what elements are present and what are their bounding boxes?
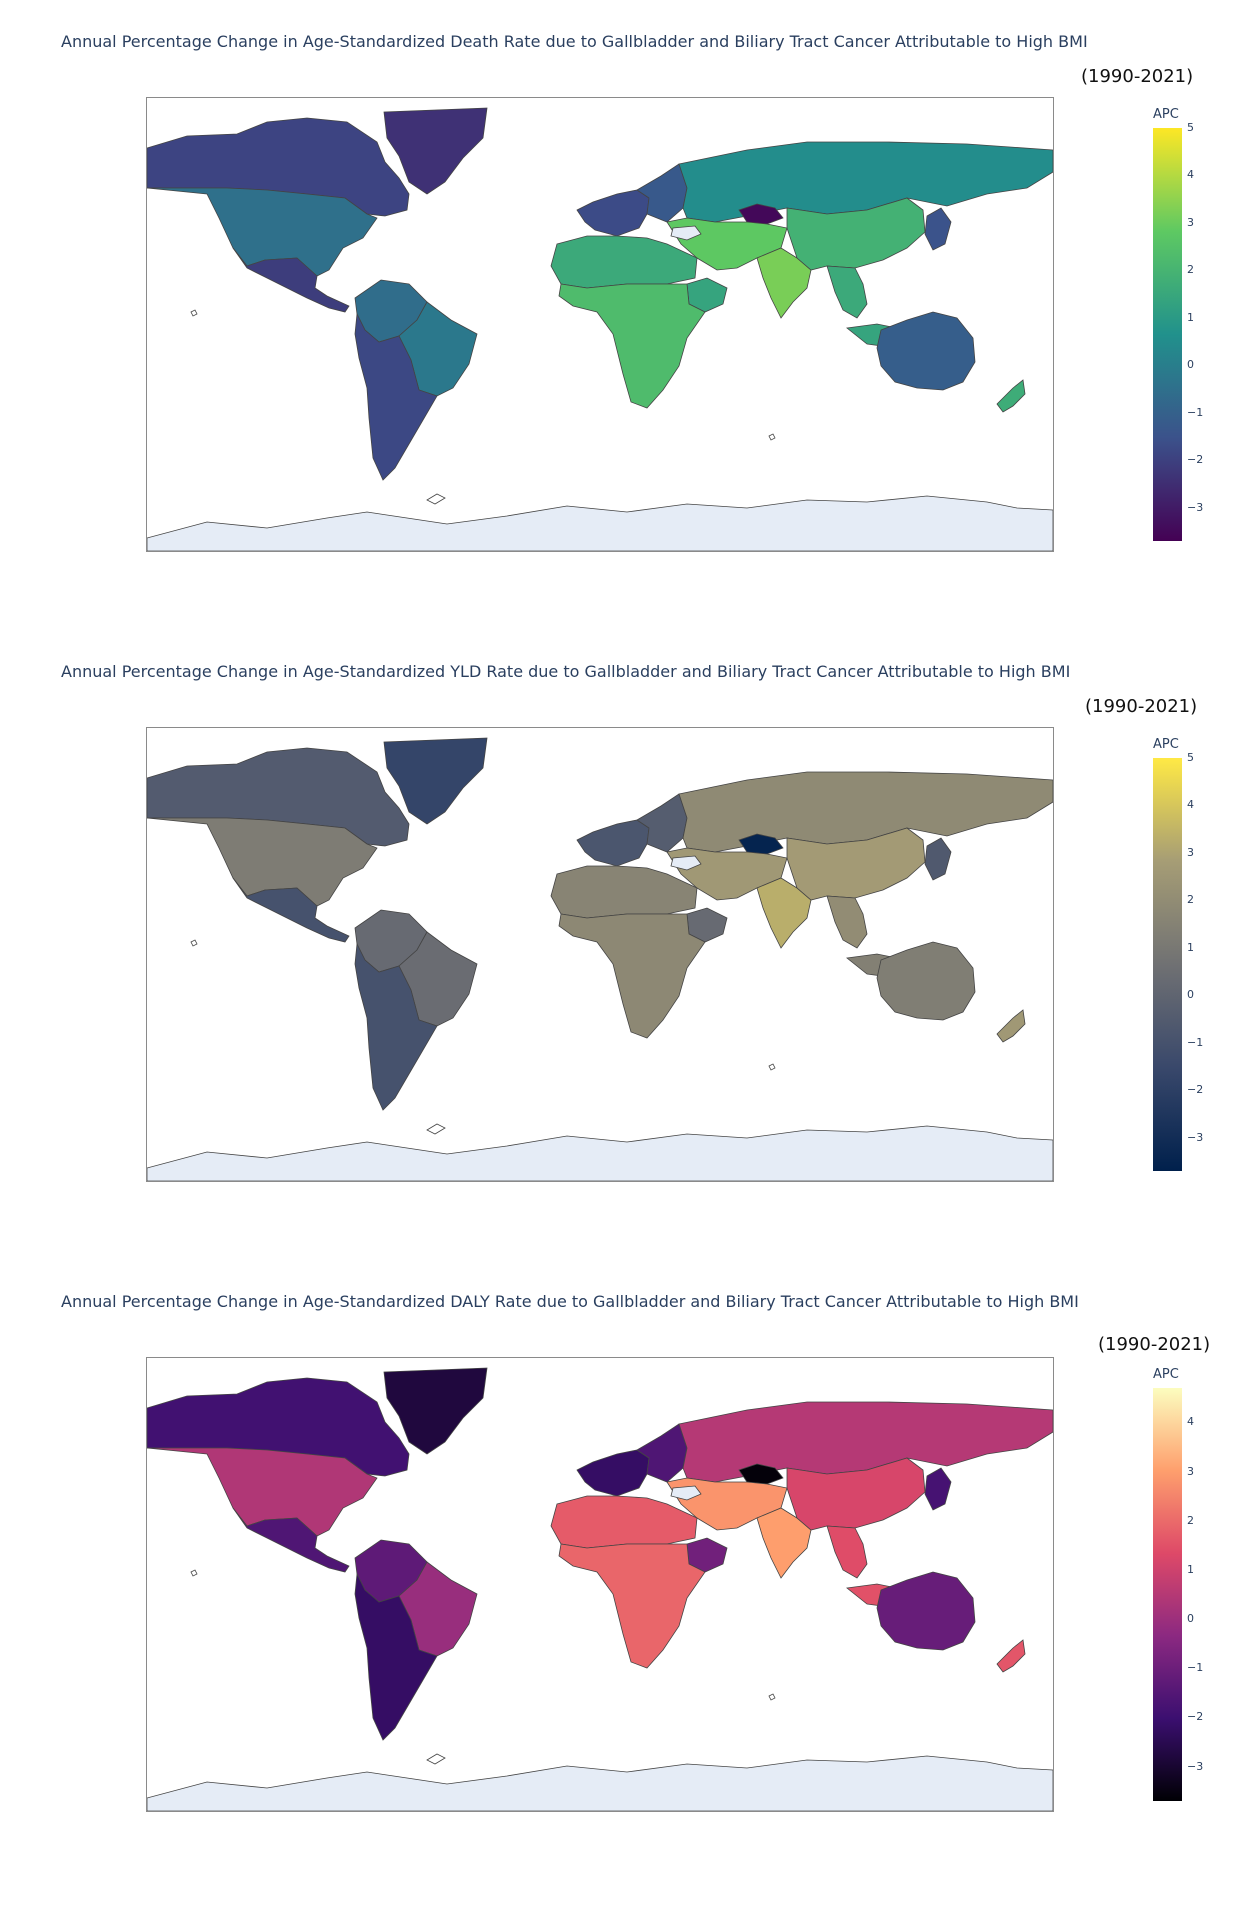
- country-china[interactable]: [786, 827, 926, 901]
- country-australia[interactable]: [876, 941, 976, 1021]
- country-north-america[interactable]: [147, 1447, 378, 1537]
- country-greenland[interactable]: [383, 737, 488, 825]
- country-greenland[interactable]: [383, 1367, 488, 1455]
- map-title: Annual Percentage Change in Age-Standard…: [61, 1292, 1079, 1311]
- country-andes-southern-cone[interactable]: [354, 1572, 438, 1741]
- country-greenland[interactable]: [383, 107, 488, 195]
- colorbar-tick: 5: [1187, 121, 1194, 134]
- country-south-asia[interactable]: [756, 877, 812, 949]
- period-label: (1990-2021): [1081, 66, 1194, 87]
- colorbar-tick: 1: [1187, 1562, 1194, 1576]
- colorbar-tick: 1: [1187, 940, 1194, 954]
- island-2: [426, 1753, 446, 1765]
- country-andes-southern-cone[interactable]: [354, 312, 438, 481]
- country-sub-saharan-africa[interactable]: [558, 283, 706, 409]
- island-1: [768, 433, 776, 441]
- country-southeast-asia[interactable]: [826, 895, 868, 949]
- country-north-america[interactable]: [147, 187, 378, 277]
- country-china[interactable]: [786, 197, 926, 271]
- map-panel-daly: Annual Percentage Change in Age-Standard…: [0, 1260, 1239, 1892]
- choropleth-map[interactable]: [146, 1357, 1054, 1812]
- colorbar-tick: 0: [1187, 988, 1194, 1002]
- country-sub-saharan-africa[interactable]: [558, 913, 706, 1039]
- colorbar-tick: 4: [1187, 798, 1194, 812]
- choropleth-map[interactable]: [146, 727, 1054, 1182]
- colorbar-tick: 2: [1187, 263, 1194, 277]
- island-1: [768, 1063, 776, 1071]
- country-north-america[interactable]: [147, 817, 378, 907]
- country-australia[interactable]: [876, 1571, 976, 1651]
- colorbar-tick: 4: [1187, 1415, 1194, 1429]
- colorbar-tick: −1: [1187, 405, 1204, 419]
- antarctica: [147, 1755, 1053, 1811]
- colorbar-tick: 0: [1187, 358, 1194, 372]
- colorbar: [1153, 758, 1182, 1171]
- map-panel-yld: Annual Percentage Change in Age-Standard…: [0, 630, 1239, 1262]
- colorbar-tick: 1: [1187, 310, 1194, 324]
- caspian-sea: [670, 1485, 702, 1501]
- colorbar: [1153, 128, 1182, 541]
- period-label: (1990-2021): [1085, 696, 1198, 717]
- colorbar-tick: 5: [1187, 751, 1194, 764]
- country-sub-saharan-africa[interactable]: [558, 1543, 706, 1669]
- country-china[interactable]: [786, 1457, 926, 1531]
- colorbar-tick: −2: [1187, 453, 1204, 467]
- colorbar-title: APC: [1153, 107, 1179, 122]
- island-0: [190, 939, 198, 947]
- colorbar-tick: 0: [1187, 1612, 1194, 1626]
- antarctica: [147, 1125, 1053, 1181]
- country-new-zealand[interactable]: [996, 379, 1026, 413]
- country-japan-korea[interactable]: [924, 207, 952, 251]
- island-2: [426, 1123, 446, 1135]
- country-new-zealand[interactable]: [996, 1639, 1026, 1673]
- colorbar-tick: −3: [1187, 1130, 1204, 1144]
- caspian-sea: [670, 225, 702, 241]
- colorbar-tick: 3: [1187, 845, 1194, 859]
- colorbar-tick: −1: [1187, 1035, 1204, 1049]
- country-japan-korea[interactable]: [924, 1467, 952, 1511]
- caspian-sea: [670, 855, 702, 871]
- island-0: [190, 309, 198, 317]
- colorbar-tick: −3: [1187, 500, 1204, 514]
- colorbar-tick: 2: [1187, 1513, 1194, 1527]
- map-panel-death: Annual Percentage Change in Age-Standard…: [0, 0, 1239, 632]
- period-label: (1990-2021): [1098, 1334, 1211, 1355]
- island-2: [426, 493, 446, 505]
- colorbar-tick: −1: [1187, 1661, 1204, 1675]
- country-south-asia[interactable]: [756, 1507, 812, 1579]
- country-andes-southern-cone[interactable]: [354, 942, 438, 1111]
- colorbar-tick: 4: [1187, 168, 1194, 182]
- map-title: Annual Percentage Change in Age-Standard…: [61, 662, 1071, 681]
- country-australia[interactable]: [876, 311, 976, 391]
- island-0: [190, 1569, 198, 1577]
- colorbar-tick: 3: [1187, 215, 1194, 229]
- country-japan-korea[interactable]: [924, 837, 952, 881]
- antarctica: [147, 495, 1053, 551]
- country-southeast-asia[interactable]: [826, 265, 868, 319]
- country-mexico-central[interactable]: [232, 247, 350, 313]
- colorbar-tick: −3: [1187, 1759, 1204, 1773]
- colorbar-tick: −2: [1187, 1083, 1204, 1097]
- colorbar-tick: −2: [1187, 1710, 1204, 1724]
- island-1: [768, 1693, 776, 1701]
- map-title: Annual Percentage Change in Age-Standard…: [61, 32, 1088, 51]
- country-mexico-central[interactable]: [232, 1507, 350, 1573]
- colorbar: [1153, 1388, 1182, 1801]
- country-south-asia[interactable]: [756, 247, 812, 319]
- colorbar-title: APC: [1153, 1367, 1179, 1382]
- choropleth-map[interactable]: [146, 97, 1054, 552]
- colorbar-title: APC: [1153, 737, 1179, 752]
- country-new-zealand[interactable]: [996, 1009, 1026, 1043]
- country-southeast-asia[interactable]: [826, 1525, 868, 1579]
- colorbar-tick: 3: [1187, 1464, 1194, 1478]
- country-mexico-central[interactable]: [232, 877, 350, 943]
- colorbar-tick: 2: [1187, 893, 1194, 907]
